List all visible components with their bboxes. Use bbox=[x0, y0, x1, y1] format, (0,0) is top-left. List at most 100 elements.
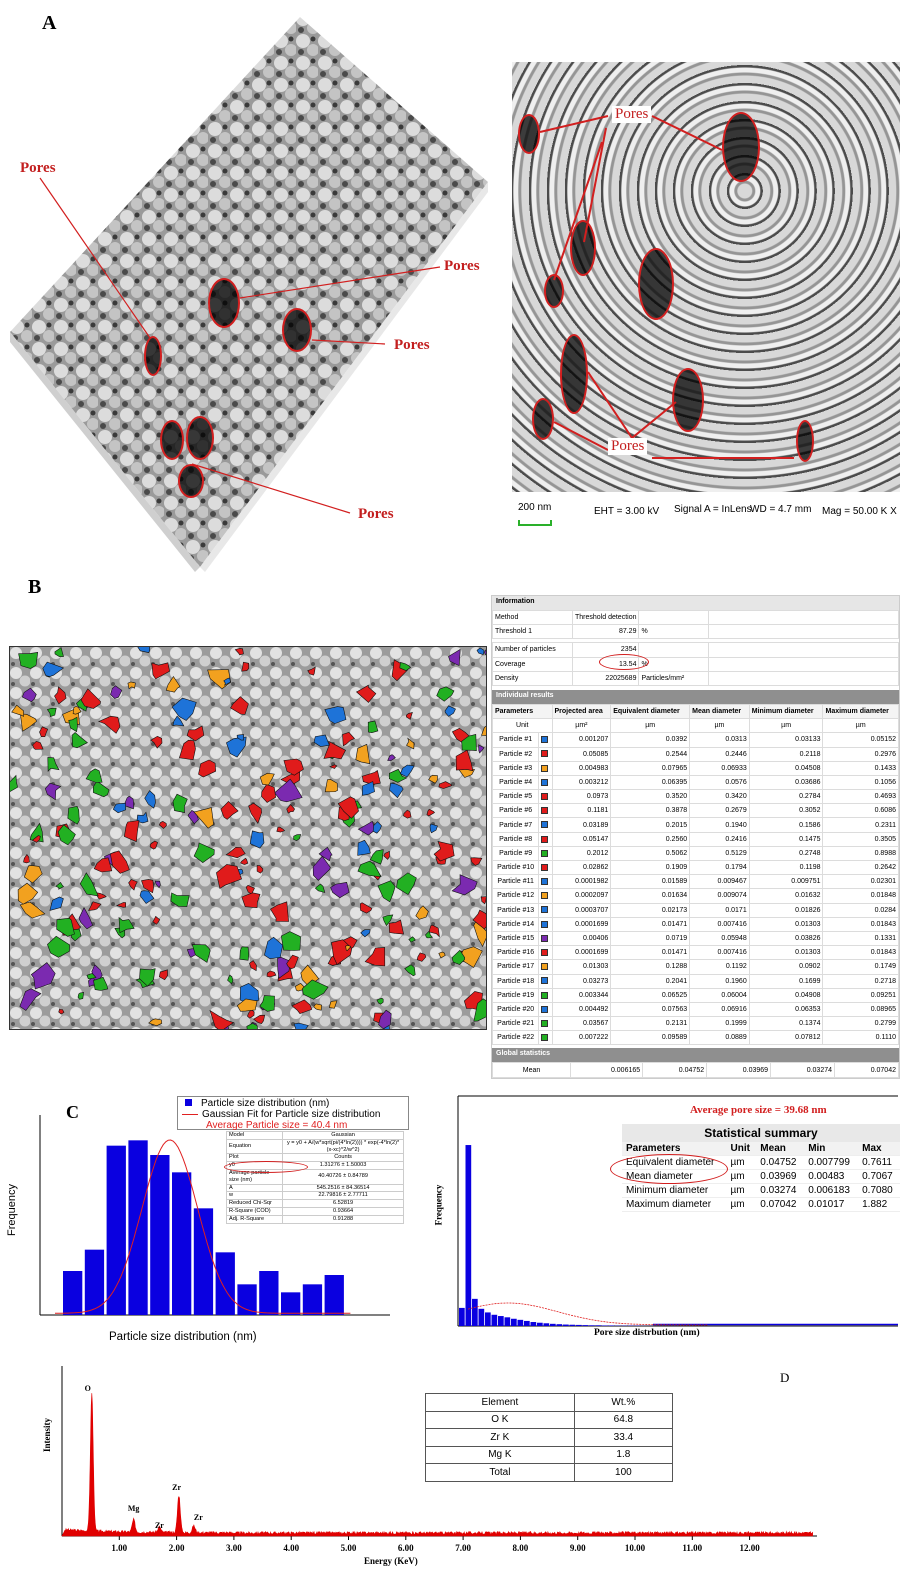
particle-blob bbox=[355, 684, 377, 703]
value-cell: 0.001207 bbox=[551, 732, 612, 748]
particle-blob bbox=[150, 735, 163, 749]
eds-xlabel: Energy (KeV) bbox=[364, 1556, 418, 1566]
particle-color-swatch bbox=[538, 746, 553, 762]
particle-blob bbox=[406, 711, 413, 720]
pore-bar bbox=[589, 1325, 595, 1326]
particle-color-swatch bbox=[538, 888, 553, 904]
particle-blob bbox=[286, 954, 299, 970]
particle-blob bbox=[382, 914, 394, 927]
value-cell: 0.2416 bbox=[689, 831, 750, 847]
mean-cell: Mean bbox=[492, 1062, 571, 1078]
value-cell: 0.03273 bbox=[551, 973, 612, 989]
histogram-bar bbox=[128, 1140, 148, 1315]
value-cell: 0.06004 bbox=[689, 987, 750, 1003]
signal-label: Signal A = InLens bbox=[674, 504, 752, 515]
particle-name: Particle #5 bbox=[491, 789, 540, 805]
stats-cell: 0.006183 bbox=[804, 1183, 859, 1198]
x-tick-label: 6.00 bbox=[398, 1543, 414, 1553]
global-table: Mean 0.006165 0.04752 0.03969 0.03274 0.07042 bbox=[492, 1062, 899, 1078]
pore-bar bbox=[550, 1323, 556, 1326]
particle-name: Particle #21 bbox=[491, 1016, 540, 1032]
particle-name: Particle #9 bbox=[491, 845, 540, 862]
value-cell: 0.2311 bbox=[822, 817, 899, 833]
particle-name: Particle #8 bbox=[491, 831, 540, 847]
value-cell: 0.06353 bbox=[748, 1001, 824, 1018]
particle-blob bbox=[97, 715, 121, 734]
panel-b-letter: B bbox=[28, 576, 42, 598]
particle-blob bbox=[324, 778, 338, 793]
particle-blob bbox=[472, 909, 486, 930]
x-tick-label: 12.00 bbox=[739, 1543, 760, 1553]
value-cell: 0.0171 bbox=[689, 902, 750, 918]
pore-bar bbox=[459, 1307, 465, 1326]
particle-blob bbox=[270, 901, 289, 922]
stats-cell: 0.01017 bbox=[804, 1197, 859, 1212]
value-cell: 0.01589 bbox=[610, 874, 691, 890]
mean-cell: 0.07042 bbox=[834, 1062, 899, 1078]
particle-blob bbox=[444, 705, 456, 717]
value-cell: 0.009074 bbox=[689, 888, 750, 904]
fit-row: w 22.79816 ± 2.77711 bbox=[225, 1191, 404, 1201]
threshold-unit: % bbox=[638, 624, 710, 640]
value-cell: 0.06916 bbox=[689, 1001, 750, 1018]
x-tick-label: 4.00 bbox=[283, 1543, 299, 1553]
table-row: Particle #17 0.01303 0.1288 0.1192 0.0902 0.1… bbox=[491, 959, 899, 975]
particle-blob bbox=[433, 840, 455, 862]
particle-blob bbox=[314, 883, 326, 893]
results-table: Parameters Projected area Equivalent diame… bbox=[491, 703, 899, 1046]
particle-color-swatch bbox=[538, 803, 553, 819]
table-row: Particle #6 0.1181 0.3878 0.2679 0.3052 0.608… bbox=[491, 803, 899, 819]
histogram-legend: Particle size distribution (nm) Gaussian… bbox=[177, 1096, 409, 1131]
value-cell: 0.0003707 bbox=[551, 902, 612, 918]
particle-blob bbox=[345, 944, 352, 952]
mean-cell: 0.006165 bbox=[569, 1062, 644, 1078]
value-cell: 0.1475 bbox=[748, 831, 824, 847]
panel-a-letter: A bbox=[42, 12, 57, 34]
particle-name: Particle #17 bbox=[491, 959, 540, 975]
particle-blob bbox=[109, 850, 130, 874]
particle-blob bbox=[11, 704, 24, 717]
particle-blob bbox=[123, 795, 134, 810]
particle-blob bbox=[360, 929, 371, 938]
particle-blob bbox=[18, 652, 39, 669]
particle-blob bbox=[54, 686, 67, 705]
particle-blob bbox=[172, 715, 185, 727]
highlight-ellipse bbox=[224, 1161, 308, 1173]
particle-blob bbox=[137, 647, 151, 653]
particle-blob bbox=[484, 649, 486, 655]
value-cell: 0.009467 bbox=[689, 874, 750, 890]
stats-cell: 1.882 bbox=[858, 1197, 900, 1212]
stats-column-header: Mean bbox=[756, 1142, 805, 1156]
particle-blob bbox=[324, 706, 347, 724]
value-cell: 0.0001982 bbox=[551, 874, 612, 890]
particle-name: Particle #15 bbox=[491, 930, 540, 947]
value-cell: 0.02301 bbox=[822, 874, 899, 890]
particle-blob bbox=[230, 696, 249, 715]
value-cell: 0.01634 bbox=[610, 888, 691, 904]
particle-blob bbox=[136, 811, 149, 824]
value-cell: 0.09251 bbox=[822, 987, 899, 1003]
value-cell: 0.2118 bbox=[748, 746, 824, 762]
fit-row: Adj. R-Square 0.91288 bbox=[225, 1214, 404, 1224]
particle-blob bbox=[313, 734, 330, 747]
particle-blob bbox=[32, 740, 44, 750]
value-cell: 0.1110 bbox=[822, 1030, 899, 1046]
value-cell: 0.01843 bbox=[822, 945, 899, 961]
particle-blob bbox=[259, 995, 275, 1012]
value-cell: 0.1999 bbox=[689, 1016, 750, 1032]
particle-blob bbox=[216, 864, 242, 889]
particle-blob bbox=[241, 661, 250, 672]
particle-color-swatch bbox=[538, 831, 553, 847]
particle-blob bbox=[461, 734, 477, 752]
value-cell: 0.2642 bbox=[822, 859, 899, 876]
eds-cell: 100 bbox=[573, 1463, 674, 1482]
x-tick-label: 10.00 bbox=[625, 1543, 646, 1553]
particle-blob bbox=[54, 647, 64, 657]
particle-color-swatch bbox=[538, 774, 553, 791]
sem-3d-image bbox=[10, 12, 488, 572]
particle-name: Particle #22 bbox=[491, 1030, 540, 1046]
particle-color-swatch bbox=[538, 1030, 553, 1046]
eds-row: O K 64.8 bbox=[425, 1410, 674, 1429]
value-cell: 0.0001699 bbox=[551, 945, 612, 961]
eds-row: Total 100 bbox=[425, 1463, 674, 1482]
